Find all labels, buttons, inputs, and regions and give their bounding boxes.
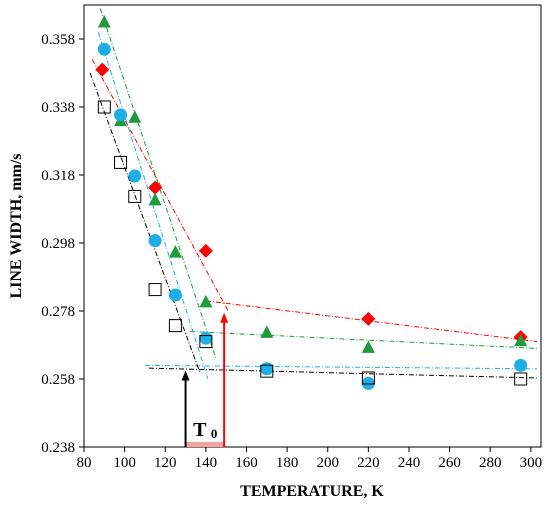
fit-line	[97, 32, 209, 380]
x-tick-label: 100	[113, 455, 136, 471]
t0-label: T	[193, 419, 207, 441]
triangle-marker	[199, 294, 213, 308]
fit-line	[99, 8, 217, 359]
arrow-head	[181, 370, 190, 381]
triangle-marker	[97, 15, 111, 28]
triangle-marker	[128, 110, 142, 123]
x-tick-label: 160	[235, 455, 258, 471]
fit-lines	[89, 8, 537, 380]
y-axis-ticks: 0.238 0.258 0.278 0.298 0.318 0.338 0.358	[41, 32, 84, 456]
x-tick-label: 300	[520, 455, 543, 471]
x-axis-ticks: 80 100 120 140 160 180 200 220 240 260 280 300	[77, 447, 543, 471]
x-tick-label: 220	[357, 455, 380, 471]
y-axis-title: LINE WIDTH, mm/s	[8, 153, 25, 298]
square-marker	[148, 283, 162, 297]
circle-marker	[128, 169, 142, 183]
t0-band	[185, 441, 225, 447]
circle-marker	[97, 42, 111, 56]
circle-marker	[260, 362, 274, 376]
circle-marker	[514, 358, 528, 372]
diamond-marker	[148, 180, 163, 195]
square-marker	[97, 100, 111, 114]
y-tick-label: 0.338	[41, 100, 75, 116]
triangle-marker	[514, 333, 528, 347]
data-markers	[95, 15, 528, 390]
diamond-marker	[361, 311, 376, 326]
y-tick-label: 0.358	[41, 32, 75, 48]
x-tick-label: 120	[154, 455, 177, 471]
x-tick-label: 280	[479, 455, 502, 471]
circle-marker	[148, 234, 162, 248]
circle-marker	[361, 376, 375, 390]
circle-marker	[168, 288, 182, 302]
y-tick-label: 0.298	[41, 236, 75, 252]
triangle-marker	[361, 340, 375, 353]
triangle-marker	[168, 245, 182, 258]
triangle-marker	[260, 325, 274, 338]
square-marker	[514, 372, 528, 386]
square-marker	[199, 335, 213, 349]
arrow-head	[220, 312, 229, 323]
y-tick-label: 0.318	[41, 168, 75, 184]
x-tick-label: 240	[398, 455, 421, 471]
fit-line	[189, 330, 537, 349]
circle-marker	[114, 108, 128, 122]
t0-subscript: 0	[211, 426, 218, 441]
square-marker	[168, 319, 182, 333]
t0-band-layer	[185, 441, 225, 447]
x-tick-label: 200	[316, 455, 339, 471]
x-axis-title: TEMPERATURE, K	[240, 483, 384, 500]
arrow-layer	[181, 312, 229, 447]
square-marker	[128, 189, 142, 203]
y-tick-label: 0.258	[41, 372, 75, 388]
diamond-marker	[198, 243, 213, 258]
x-tick-label: 260	[438, 455, 461, 471]
square-marker	[260, 364, 274, 378]
triangle-marker	[148, 192, 162, 206]
fit-line	[148, 367, 537, 379]
fit-line	[91, 59, 229, 312]
plot-area	[83, 4, 542, 448]
diamond-marker	[95, 62, 110, 77]
y-tick-label: 0.278	[41, 304, 75, 320]
x-tick-label: 80	[77, 455, 92, 471]
fit-line	[89, 72, 201, 373]
y-tick-label: 0.238	[41, 440, 75, 456]
x-tick-label: 180	[276, 455, 299, 471]
circle-marker	[199, 331, 213, 345]
square-marker	[114, 155, 128, 169]
fit-line	[205, 300, 537, 343]
square-marker	[361, 371, 375, 385]
x-tick-label: 140	[195, 455, 218, 471]
